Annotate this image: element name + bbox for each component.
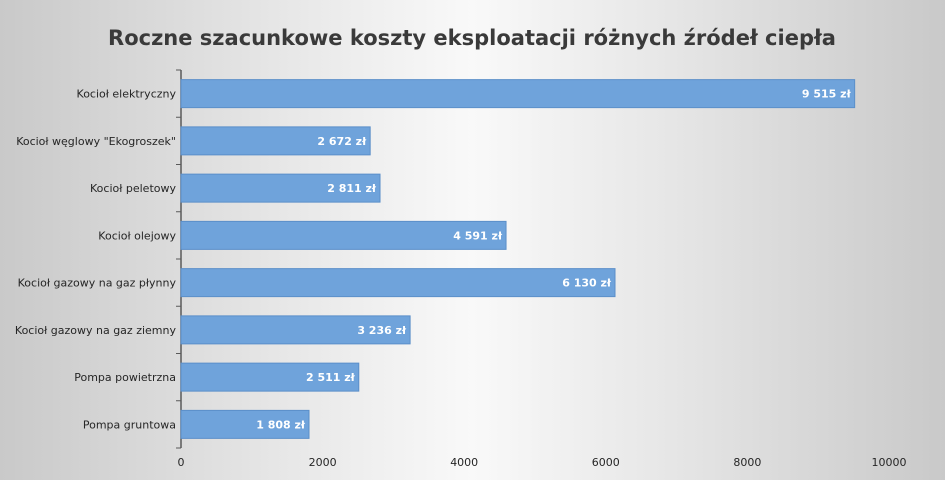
bar bbox=[180, 362, 360, 392]
x-tick-label: 10000 bbox=[872, 456, 907, 469]
data-label: 6 130 zł bbox=[562, 277, 612, 290]
x-tick-label: 0 bbox=[178, 456, 185, 469]
data-label: 3 236 zł bbox=[357, 324, 407, 337]
bar bbox=[180, 79, 856, 109]
bar bbox=[180, 315, 411, 345]
category-label: Pompa powietrzna bbox=[74, 371, 176, 384]
category-label: Kocioł węglowy "Ekogroszek" bbox=[16, 135, 176, 148]
category-label: Kocioł gazowy na gaz płynny bbox=[18, 277, 177, 290]
data-label: 2 511 zł bbox=[306, 371, 356, 384]
category-label: Pompa gruntowa bbox=[83, 418, 176, 431]
category-label: Kocioł olejowy bbox=[98, 229, 176, 242]
category-label: Kocioł peletowy bbox=[90, 182, 176, 195]
data-label: 1 808 zł bbox=[256, 418, 306, 431]
bar bbox=[180, 126, 371, 156]
bar bbox=[180, 173, 381, 203]
data-label: 4 591 zł bbox=[453, 229, 503, 242]
x-tick-label: 2000 bbox=[309, 456, 337, 469]
bar bbox=[180, 268, 616, 298]
x-tick-label: 6000 bbox=[592, 456, 620, 469]
plot-area: Kocioł elektryczny 9 515 zł Kocioł węglowy… bbox=[15, 69, 907, 469]
chart-title: Roczne szacunkowe koszty eksploatacji ró… bbox=[108, 26, 836, 50]
data-label: 2 811 zł bbox=[327, 182, 377, 195]
bar bbox=[180, 220, 507, 250]
data-label: 2 672 zł bbox=[317, 135, 367, 148]
category-label: Kocioł gazowy na gaz ziemny bbox=[15, 324, 177, 337]
bar bbox=[180, 409, 310, 439]
x-tick-label: 8000 bbox=[733, 456, 761, 469]
x-tick-label: 4000 bbox=[450, 456, 478, 469]
category-label: Kocioł elektryczny bbox=[77, 88, 177, 101]
data-label: 9 515 zł bbox=[802, 88, 852, 101]
